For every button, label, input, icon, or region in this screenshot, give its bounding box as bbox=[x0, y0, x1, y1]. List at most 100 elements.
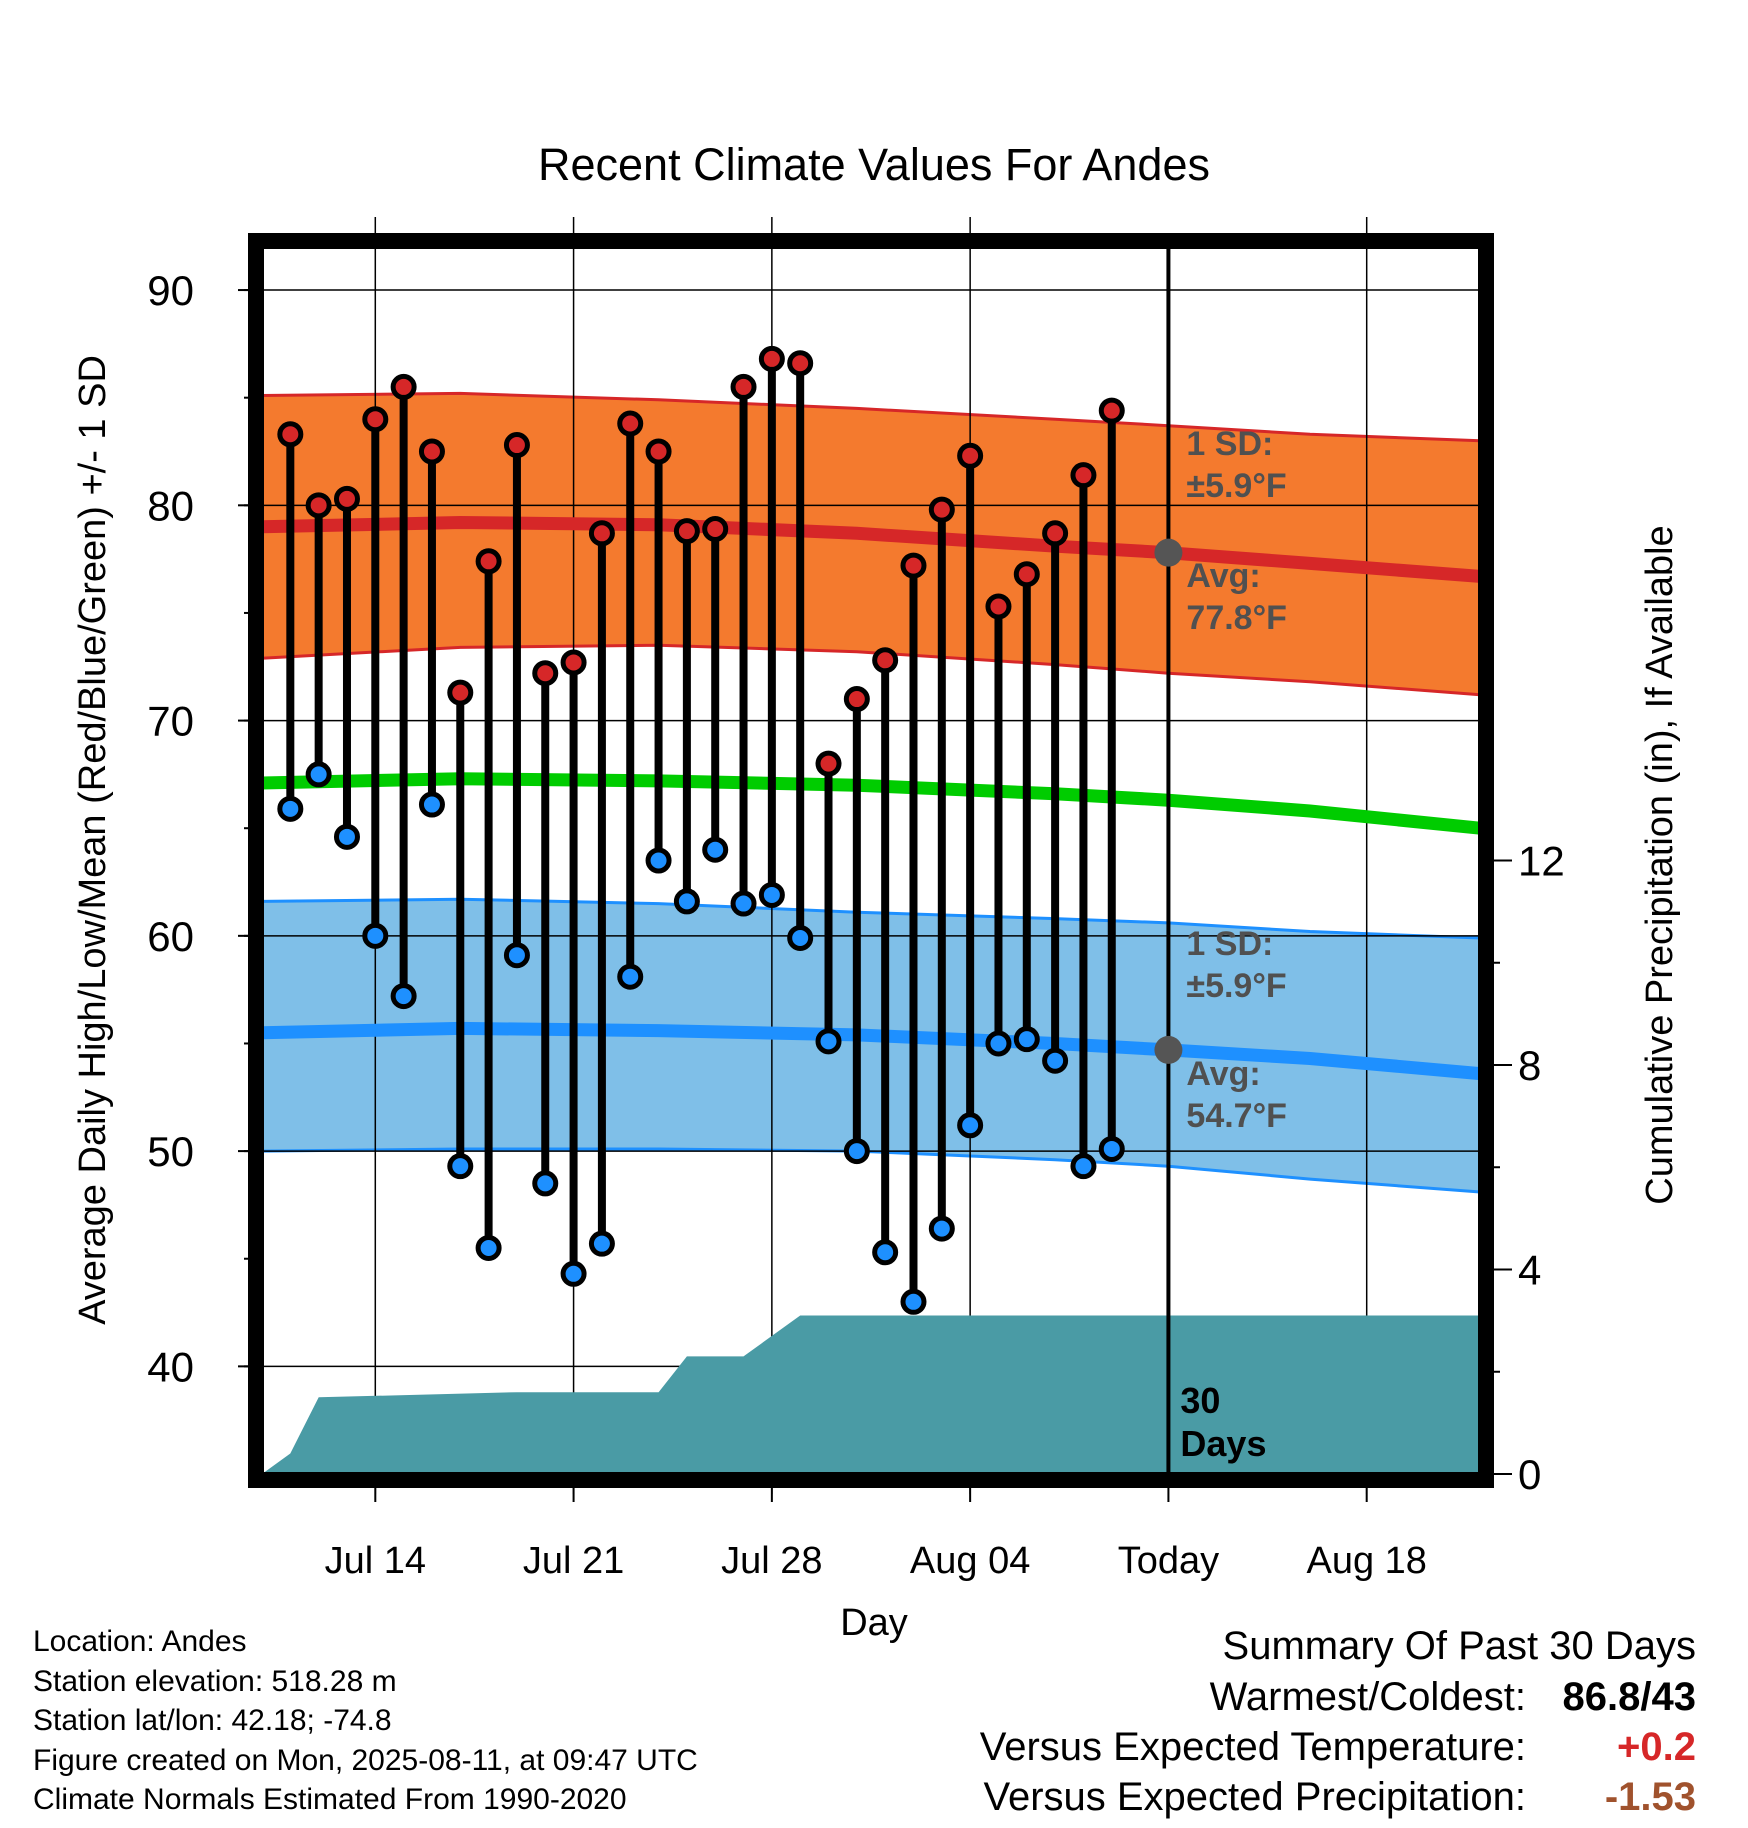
daily-high-point bbox=[985, 593, 1012, 620]
summary-title: Summary Of Past 30 Days bbox=[1222, 1624, 1696, 1668]
daily-low-point bbox=[447, 1153, 474, 1180]
daily-low-point bbox=[1098, 1135, 1125, 1162]
daily-low-point bbox=[815, 1028, 842, 1055]
y2-tick-label: 4 bbox=[1518, 1247, 1541, 1294]
daily-low-point bbox=[390, 983, 417, 1010]
summary-precip-value: -1.53 bbox=[1604, 1775, 1696, 1819]
daily-low-point bbox=[928, 1215, 955, 1242]
normals-text: Climate Normals Estimated From 1990-2020 bbox=[33, 1783, 627, 1817]
summary-temp-label: Versus Expected Temperature: bbox=[979, 1725, 1526, 1769]
daily-high-point bbox=[362, 406, 389, 433]
daily-high-point bbox=[333, 485, 360, 512]
y-tick-label: 80 bbox=[147, 482, 194, 529]
summary-temp-value: +0.2 bbox=[1617, 1725, 1696, 1769]
daily-low-point bbox=[305, 761, 332, 788]
daily-high-point bbox=[730, 373, 757, 400]
y-tick-label: 60 bbox=[147, 913, 194, 960]
summary-warmest-value: 86.8/43 bbox=[1562, 1675, 1696, 1719]
x-tick-label: Jul 14 bbox=[325, 1540, 426, 1582]
latlon-text: Station lat/lon: 42.18; -74.8 bbox=[33, 1704, 392, 1738]
daily-high-point bbox=[872, 647, 899, 674]
daily-high-point bbox=[390, 373, 417, 400]
daily-low-point bbox=[333, 823, 360, 850]
daily-high-point bbox=[617, 410, 644, 437]
x-tick-label: Aug 04 bbox=[910, 1540, 1030, 1582]
daily-high-point bbox=[645, 438, 672, 465]
daily-high-point bbox=[1042, 520, 1069, 547]
low-avg-line bbox=[261, 1021, 1481, 1081]
daily-low-point bbox=[1042, 1047, 1069, 1074]
daily-low-point bbox=[532, 1170, 559, 1197]
daily-low-point bbox=[787, 924, 814, 951]
low-sd-band bbox=[262, 899, 1480, 1192]
daily-high-point bbox=[787, 350, 814, 377]
daily-high-point bbox=[957, 442, 984, 469]
daily-low-point bbox=[588, 1230, 615, 1257]
daily-high-point bbox=[1013, 561, 1040, 588]
daily-high-point bbox=[447, 679, 474, 706]
daily-low-point bbox=[418, 791, 445, 818]
y-tick-label: 90 bbox=[147, 267, 194, 314]
daily-low-point bbox=[673, 888, 700, 915]
daily-low-point bbox=[985, 1030, 1012, 1057]
summary-warmest-label: Warmest/Coldest: bbox=[1209, 1675, 1526, 1719]
high-avg-value: 77.8°F bbox=[1186, 599, 1287, 637]
daily-high-point bbox=[843, 686, 870, 713]
daily-high-point bbox=[475, 548, 502, 575]
mean-avg-line bbox=[261, 772, 1481, 835]
days-count-label: Days bbox=[1180, 1423, 1266, 1464]
daily-high-point bbox=[1098, 397, 1125, 424]
low-sd-label: 1 SD: bbox=[1186, 925, 1273, 963]
high-sd-label: 1 SD: bbox=[1186, 425, 1273, 463]
daily-high-point bbox=[305, 492, 332, 519]
x-axis-label: Day bbox=[840, 1602, 908, 1644]
daily-low-point bbox=[1013, 1026, 1040, 1053]
daily-high-point bbox=[532, 660, 559, 687]
y2-axis-label: Cumulative Precipitation (in), If Availa… bbox=[1639, 525, 1681, 1204]
high-sd-lower-line bbox=[261, 643, 1481, 697]
daily-low-point bbox=[362, 922, 389, 949]
y-tick-label: 40 bbox=[147, 1343, 194, 1390]
daily-low-point bbox=[277, 795, 304, 822]
daily-low-point bbox=[758, 881, 785, 908]
daily-high-point bbox=[758, 345, 785, 372]
daily-low-point bbox=[645, 847, 672, 874]
daily-high-point bbox=[503, 432, 530, 459]
daily-low-point bbox=[872, 1239, 899, 1266]
daily-low-point bbox=[560, 1260, 587, 1287]
days-count-number: 30 bbox=[1180, 1380, 1220, 1421]
daily-high-point bbox=[560, 649, 587, 676]
daily-high-point bbox=[900, 552, 927, 579]
precip-area bbox=[262, 1315, 1480, 1474]
x-tick-label: Jul 21 bbox=[523, 1540, 624, 1582]
plot-area: 1 SD: ±5.9°F Avg: 77.8°F 1 SD: ±5.9°F Avg: 54.7… bbox=[147, 217, 1565, 1582]
x-tick-label: Aug 18 bbox=[1306, 1540, 1426, 1582]
daily-low-point bbox=[475, 1234, 502, 1261]
high-sd-upper-line bbox=[261, 391, 1481, 443]
daily-low-point bbox=[730, 890, 757, 917]
summary-panel: Summary Of Past 30 Days Warmest/Coldest:… bbox=[980, 1620, 1696, 1822]
low-avg-value: 54.7°F bbox=[1186, 1097, 1287, 1135]
y2-tick-label: 12 bbox=[1518, 838, 1565, 885]
y-tick-label: 70 bbox=[147, 698, 194, 745]
daily-high-point bbox=[1070, 462, 1097, 489]
daily-high-point bbox=[928, 496, 955, 523]
location-text: Location: Andes bbox=[33, 1625, 247, 1658]
y2-tick-label: 8 bbox=[1518, 1042, 1541, 1089]
high-sd-value: ±5.9°F bbox=[1186, 467, 1286, 505]
station-info: Location: Andes Station elevation: 518.2… bbox=[33, 1622, 698, 1820]
daily-low-point bbox=[900, 1288, 927, 1315]
elevation-text: Station elevation: 518.28 m bbox=[33, 1664, 397, 1698]
daily-high-point bbox=[277, 421, 304, 448]
daily-low-point bbox=[503, 942, 530, 969]
low-sd-value: ±5.9°F bbox=[1186, 967, 1286, 1005]
low-sd-upper-line bbox=[261, 897, 1481, 940]
daily-low-point bbox=[617, 963, 644, 990]
daily-high-point bbox=[702, 515, 729, 542]
x-tick-label: Today bbox=[1118, 1540, 1219, 1582]
today-low-avg-marker bbox=[1154, 1035, 1183, 1064]
summary-precip-label: Versus Expected Precipitation: bbox=[983, 1775, 1526, 1819]
daily-low-point bbox=[702, 836, 729, 863]
daily-low-point bbox=[1070, 1153, 1097, 1180]
chart-title: Recent Climate Values For Andes bbox=[538, 139, 1210, 190]
